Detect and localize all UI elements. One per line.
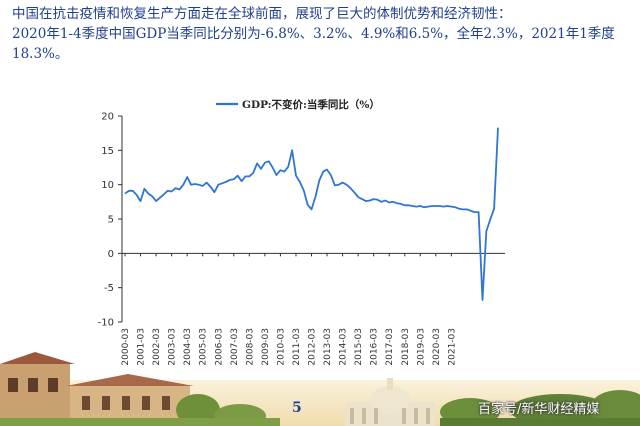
y-axis: 20 15 10 5 0 -5 -10 — [98, 112, 123, 329]
watermark-text: 百家号/新华财经精媒 — [478, 402, 600, 417]
page-number: 5 — [292, 400, 302, 416]
x-tick-label: 2018-03 — [401, 328, 411, 366]
x-tick-label: 2000-03 — [121, 328, 131, 366]
y-tick-label: 15 — [101, 146, 114, 157]
y-tick-label: 10 — [101, 180, 114, 191]
y-tick-label: 20 — [101, 112, 114, 123]
x-tick-label: 2004-03 — [183, 328, 193, 366]
y-tick-label: -10 — [98, 318, 114, 329]
slide-header-text: 中国在抗击疫情和恢复生产方面走在全球前面，展现了巨大的体制优势和经济韧性： 20… — [12, 4, 632, 64]
x-tick-label: 2009-03 — [261, 328, 271, 366]
x-tick-label: 2008-03 — [245, 328, 255, 366]
chart-legend: GDP:不变价:当季同比（%） — [216, 98, 380, 111]
x-tick-label: 2020-03 — [432, 328, 442, 366]
header-line-1: 中国在抗击疫情和恢复生产方面走在全球前面，展现了巨大的体制优势和经济韧性： — [12, 6, 512, 22]
x-tick-label: 2011-03 — [292, 328, 302, 366]
x-tick-label: 2007-03 — [230, 328, 240, 366]
legend-label: GDP:不变价:当季同比（%） — [242, 98, 380, 111]
x-tick-label: 2002-03 — [152, 328, 162, 366]
x-tick-label: 2019-03 — [416, 328, 426, 366]
header-line-2: 2020年1-4季度中国GDP当季同比分别为-6.8%、3.2%、4.9%和6.… — [12, 26, 615, 62]
footer-banner — [0, 350, 640, 426]
x-tick-label: 2017-03 — [385, 328, 395, 366]
x-tick-label: 2015-03 — [354, 328, 364, 366]
x-tick-label: 2005-03 — [199, 328, 209, 366]
x-tick-label: 2014-03 — [339, 328, 349, 366]
x-axis: 2000-03 2001-03 2002-03 2003-03 2004-03 2005-… — [121, 252, 505, 366]
x-tick-label: 2021-03 — [447, 328, 457, 366]
x-tick-label: 2016-03 — [370, 328, 380, 366]
x-tick-label: 2001-03 — [137, 328, 147, 366]
x-tick-label: 2012-03 — [308, 328, 318, 366]
x-tick-label: 2006-03 — [214, 328, 224, 366]
y-tick-label: -5 — [104, 283, 114, 294]
plot-area — [124, 127, 499, 301]
footer-architecture-image — [0, 352, 640, 426]
y-tick-label: 5 — [108, 215, 114, 226]
x-tick-label: 2013-03 — [323, 328, 333, 366]
x-tick-label: 2010-03 — [276, 328, 286, 366]
x-tick-label: 2003-03 — [168, 328, 178, 366]
gdp-series-line — [124, 127, 499, 301]
y-tick-label: 0 — [108, 249, 114, 260]
